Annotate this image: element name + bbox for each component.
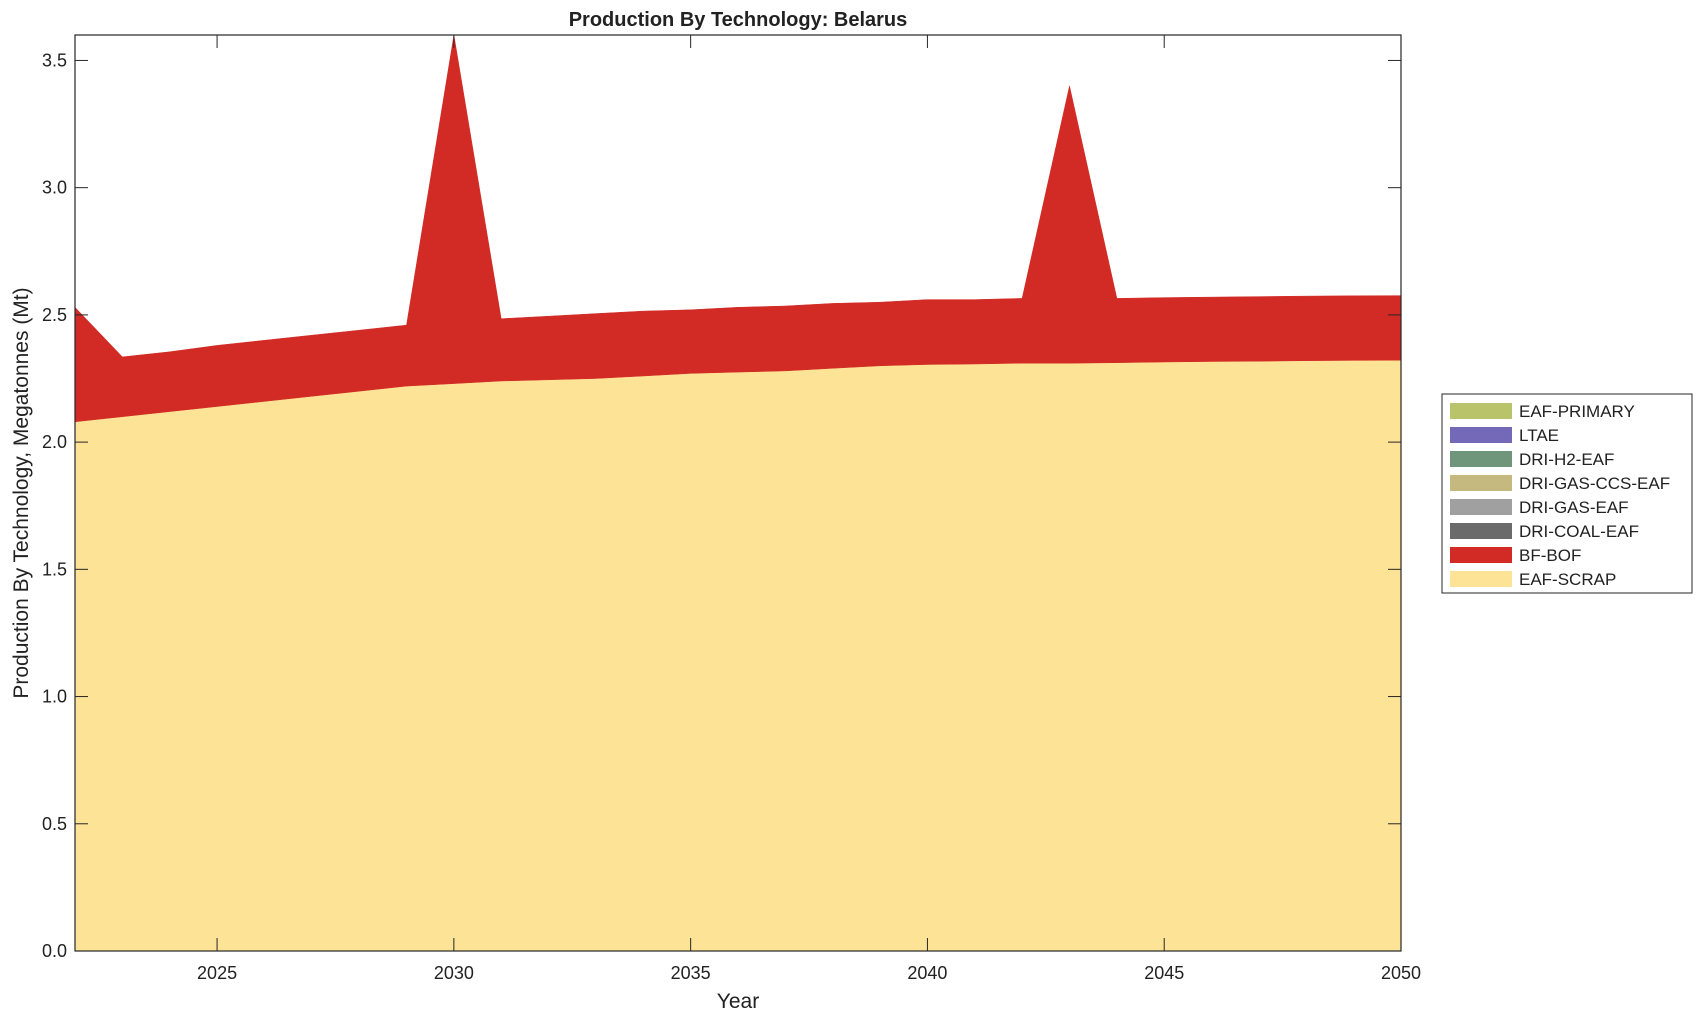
y-axis-label: Production By Technology, Megatonnes (Mt…: [10, 287, 33, 698]
y-tick-label: 1.0: [42, 687, 67, 707]
legend-swatch: [1450, 451, 1512, 467]
x-tick-label: 2030: [434, 963, 474, 983]
legend-swatch: [1450, 547, 1512, 563]
y-tick-label: 0.0: [42, 941, 67, 961]
legend-item: BF-BOF: [1450, 546, 1581, 565]
legend-label: DRI-GAS-CCS-EAF: [1519, 474, 1670, 493]
x-tick-label: 2035: [671, 963, 711, 983]
area-eaf-scrap: [74, 359, 1402, 952]
legend-swatch: [1450, 403, 1512, 419]
legend-item: EAF-PRIMARY: [1450, 402, 1635, 421]
legend-label: EAF-SCRAP: [1519, 570, 1616, 589]
x-tick-label: 2050: [1381, 963, 1421, 983]
legend-item: DRI-COAL-EAF: [1450, 522, 1639, 541]
axis-ticks: 2025 2030 2035 2040 2045 2050 0.0 0.5 1.0 1.5 2.0 2…: [42, 35, 1421, 983]
legend-label: BF-BOF: [1519, 546, 1581, 565]
plot-frame: [74, 34, 1402, 952]
legend-item: EAF-SCRAP: [1450, 570, 1616, 589]
legend-label: DRI-H2-EAF: [1519, 450, 1614, 469]
y-tick-label: 2.0: [42, 432, 67, 452]
legend-swatch: [1450, 523, 1512, 539]
y-tick-label: 0.5: [42, 814, 67, 834]
legend-label: DRI-COAL-EAF: [1519, 522, 1639, 541]
legend-swatch: [1450, 475, 1512, 491]
x-axis-label: Year: [717, 990, 759, 1013]
x-tick-label: 2025: [197, 963, 237, 983]
x-tick-label: 2040: [907, 963, 947, 983]
area-layers: [74, 34, 1402, 952]
legend-label: DRI-GAS-EAF: [1519, 498, 1629, 517]
legend-swatch: [1450, 571, 1512, 587]
x-tick-label: 2045: [1144, 963, 1184, 983]
legend-label: LTAE: [1519, 426, 1559, 445]
legend-item: DRI-H2-EAF: [1450, 450, 1614, 469]
legend-item: LTAE: [1450, 426, 1559, 445]
legend-swatch: [1450, 427, 1512, 443]
y-tick-label: 2.5: [42, 305, 67, 325]
y-tick-label: 1.5: [42, 559, 67, 579]
y-tick-label: 3.0: [42, 178, 67, 198]
chart-title: Production By Technology: Belarus: [569, 9, 908, 31]
legend-item: DRI-GAS-EAF: [1450, 498, 1629, 517]
legend: EAF-PRIMARY LTAE DRI-H2-EAF DRI-GAS-CCS-EAF…: [1441, 393, 1693, 594]
legend-swatch: [1450, 499, 1512, 515]
legend-label: EAF-PRIMARY: [1519, 402, 1635, 421]
y-tick-label: 3.5: [42, 50, 67, 70]
legend-item: DRI-GAS-CCS-EAF: [1450, 474, 1670, 493]
